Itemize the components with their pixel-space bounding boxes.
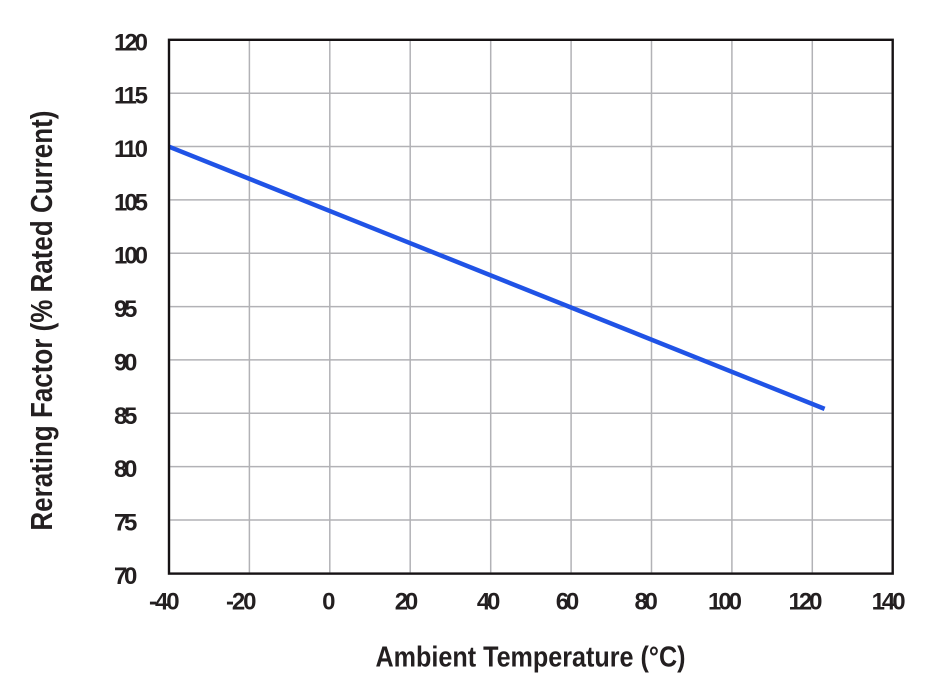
svg-text:100: 100 (708, 589, 742, 616)
svg-text:0: 0 (322, 589, 335, 616)
svg-text:85: 85 (114, 403, 137, 430)
svg-text:120: 120 (789, 589, 823, 616)
svg-text:20: 20 (395, 589, 418, 616)
svg-text:90: 90 (114, 349, 137, 376)
svg-text:Rerating Factor (% Rated Curre: Rerating Factor (% Rated Current) (25, 111, 59, 531)
svg-text:80: 80 (114, 456, 137, 483)
svg-text:115: 115 (114, 83, 148, 110)
svg-text:40: 40 (477, 589, 500, 616)
svg-text:70: 70 (114, 563, 137, 590)
svg-text:75: 75 (114, 510, 137, 537)
svg-text:140: 140 (872, 589, 906, 616)
svg-text:120: 120 (114, 29, 148, 56)
svg-text:80: 80 (635, 589, 658, 616)
svg-text:60: 60 (556, 589, 579, 616)
svg-text:-20: -20 (226, 589, 257, 616)
svg-text:Ambient Temperature (°C): Ambient Temperature (°C) (376, 642, 686, 674)
svg-text:95: 95 (114, 296, 137, 323)
svg-text:110: 110 (114, 136, 148, 163)
svg-text:-40: -40 (149, 589, 180, 616)
svg-text:100: 100 (114, 243, 148, 270)
svg-text:105: 105 (114, 189, 148, 216)
